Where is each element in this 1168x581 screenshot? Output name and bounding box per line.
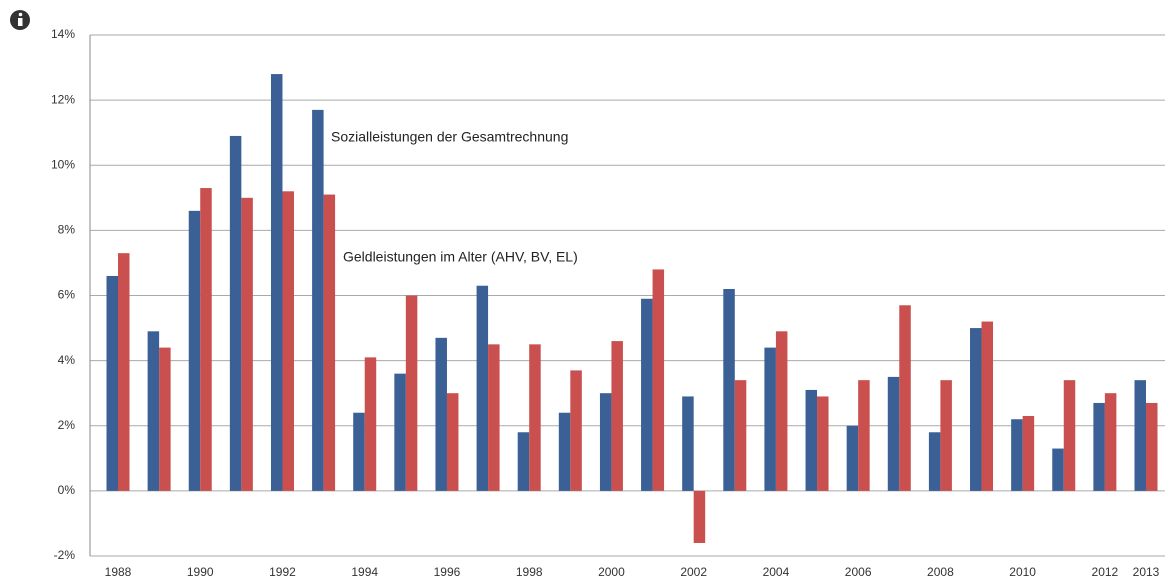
bar [940,380,952,491]
bar [147,331,160,491]
bar [682,396,694,491]
bar [652,269,665,491]
x-tick-label: 1990 [187,565,214,579]
y-tick-label: -2% [54,548,76,562]
x-tick-label: 2002 [680,565,707,579]
x-tick-label: 2000 [598,565,625,579]
y-tick-label: 10% [51,157,75,171]
bar [1011,419,1023,491]
bar [241,197,253,491]
bar [846,425,859,491]
y-tick-label: 12% [51,92,75,106]
x-tick-label: 1998 [516,565,543,579]
bar [1052,448,1064,491]
series-label: Geldleistungen im Alter (AHV, BV, EL) [343,249,578,265]
info-icon[interactable] [10,10,30,30]
bar [723,288,735,491]
x-tick-label: 1988 [105,565,132,579]
bar [1104,393,1117,491]
bar [118,253,130,491]
y-tick-label: 8% [58,223,76,237]
x-tick-label: 2008 [927,565,954,579]
bar [446,393,459,491]
bar [200,188,212,491]
bar [887,376,900,491]
bar [312,109,324,491]
bar [1093,402,1105,491]
bar [899,305,911,491]
x-tick-label: 2012 [1092,565,1119,579]
series-label: Sozialleistungen der Gesamtrechnung [331,129,568,145]
bar [928,432,941,491]
bar [529,344,541,491]
bar [764,347,776,491]
bar [435,337,447,491]
bar [734,380,747,491]
bar [611,341,623,491]
y-tick-label: 4% [58,353,76,367]
bar [517,432,530,491]
bar [775,331,788,491]
bar [981,321,994,491]
y-tick-label: 0% [58,483,76,497]
x-tick-label: 1996 [434,565,461,579]
bar [970,328,982,491]
bar [817,396,829,491]
x-tick-label: 2004 [763,565,790,579]
bar [188,210,201,491]
bar [394,373,406,491]
bar [693,490,706,543]
bar [323,194,336,491]
bar [599,393,612,491]
bar [106,275,118,491]
bar [805,389,818,491]
bar [282,191,294,491]
x-tick-label: 1994 [351,565,378,579]
x-tick-label: 1992 [269,565,296,579]
bar [858,380,870,491]
bar [1146,402,1158,491]
y-tick-label: 6% [58,288,76,302]
bar [558,412,571,491]
y-tick-label: 2% [58,418,76,432]
bar [270,74,283,491]
bar [1022,415,1035,491]
bar [1134,380,1146,491]
y-tick-label: 14% [51,27,75,41]
bar [641,298,653,491]
bar [570,370,582,491]
bar [353,412,365,491]
bar [229,135,242,491]
bar [476,285,489,491]
bar [364,357,377,491]
bar [405,295,418,491]
x-tick-label: 2013 [1133,565,1160,579]
bar [1063,380,1076,491]
bar [488,344,500,491]
x-tick-label: 2010 [1009,565,1036,579]
x-tick-label: 2006 [845,565,872,579]
bar [159,347,171,491]
